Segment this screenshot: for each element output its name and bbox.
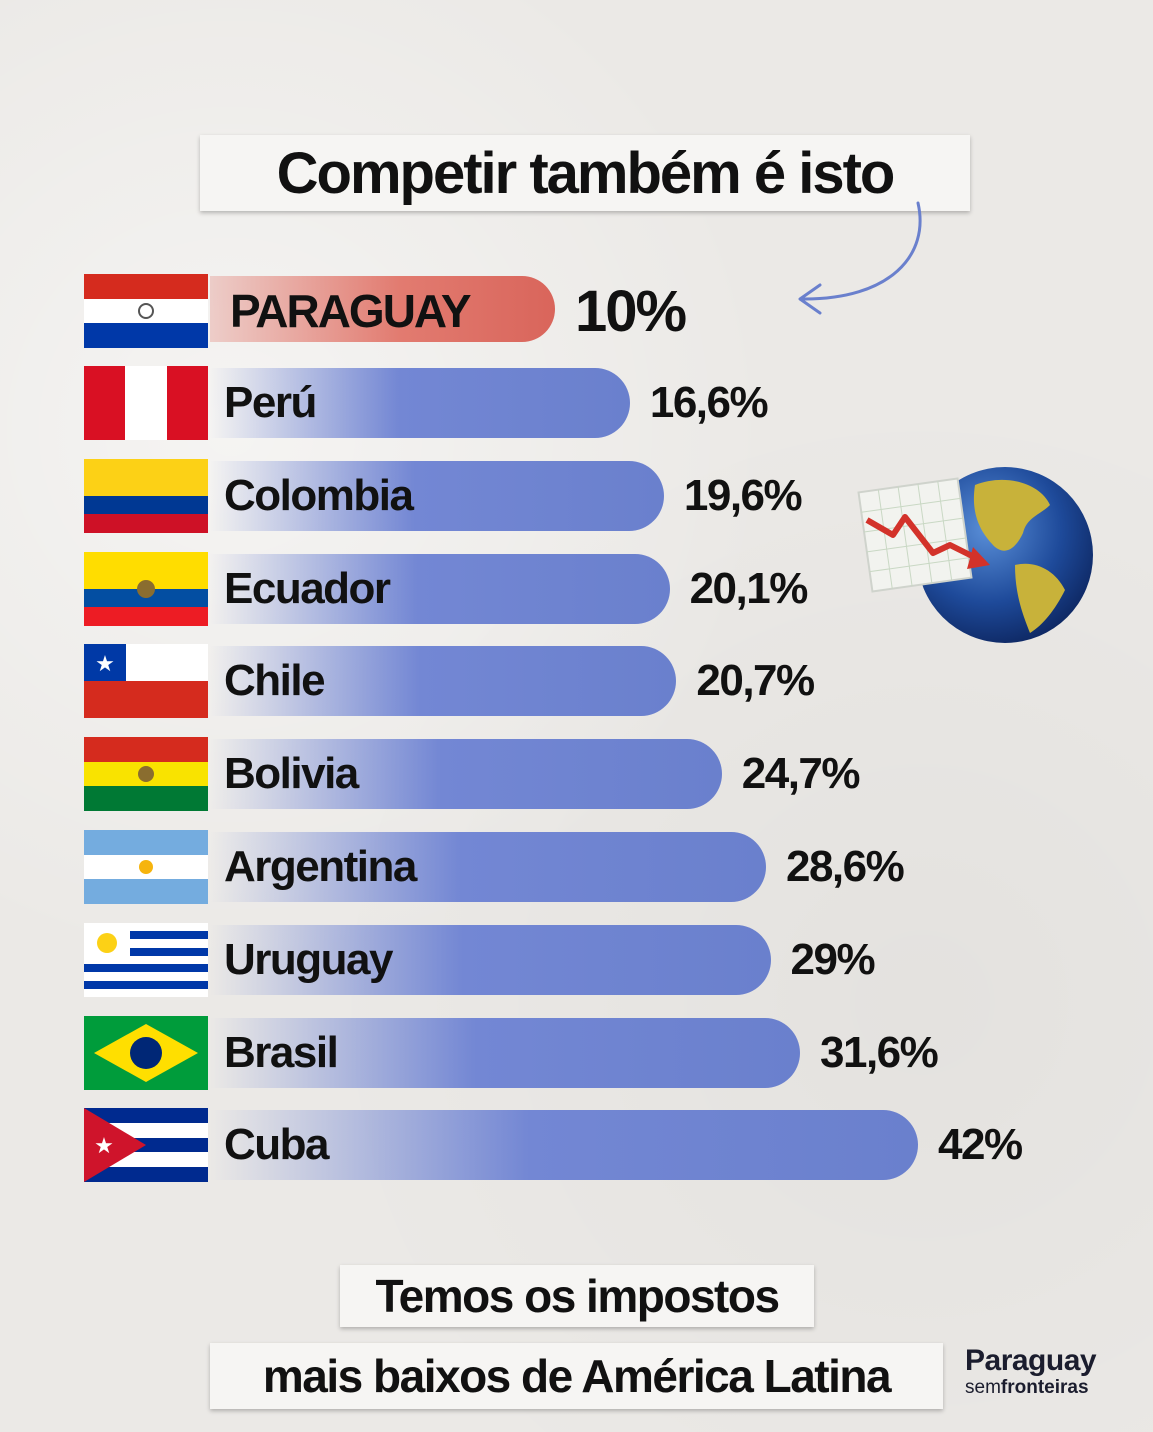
logo-bottom-text: semfronteiras [965, 1377, 1135, 1399]
bar-ecuador [210, 554, 670, 624]
brand-logo: Paraguay semfronteiras [965, 1345, 1135, 1405]
svg-text:★: ★ [95, 651, 115, 676]
bar-cuba [210, 1110, 918, 1180]
logo-bottom-light: sem [965, 1377, 1001, 1398]
value-label-ecuador: 20,1% [689, 564, 809, 613]
flag-argentina-icon [84, 830, 208, 904]
value-label-chile: 20,7% [696, 656, 815, 705]
bar-label-chile: Chile [224, 656, 326, 705]
bar-label-bolivia: Bolivia [224, 749, 359, 798]
bar-bolivia [210, 739, 722, 809]
flag-bolivia-icon [84, 737, 208, 811]
logo-top-text: Paraguay [965, 1344, 1097, 1377]
flag-paraguay-icon [84, 274, 208, 348]
globe-chart-icon [857, 467, 1093, 643]
bar-paraguay [210, 276, 555, 342]
logo-bottom-bold: fronteiras [1000, 1377, 1089, 1398]
bar-label-cuba: Cuba [224, 1120, 330, 1169]
bar-peru [210, 368, 630, 438]
flag-peru-icon [84, 366, 208, 440]
bar-label-ecuador: Ecuador [224, 564, 391, 613]
value-label-paraguay: 10% [575, 278, 687, 344]
arrow-icon [798, 201, 922, 315]
bar-label-brasil: Brasil [224, 1028, 339, 1077]
bar-chile [210, 646, 677, 716]
value-label-uruguay: 29% [790, 935, 876, 984]
value-label-cuba: 42% [938, 1120, 1023, 1169]
bar-argentina [210, 832, 766, 902]
value-label-peru: 16,6% [649, 378, 769, 427]
bar-label-paraguay: PARAGUAY [230, 285, 472, 337]
value-label-brasil: 31,6% [820, 1028, 939, 1077]
bar-brasil [210, 1018, 801, 1088]
chart-title: Competir também é isto [200, 135, 970, 211]
flag-brasil-icon [84, 1016, 208, 1090]
bar-label-argentina: Argentina [224, 842, 417, 891]
value-label-colombia: 19,6% [683, 471, 803, 520]
flag-uruguay-icon [84, 923, 208, 997]
flag-chile-icon: ★ [84, 644, 208, 718]
footer-line-1: Temos os impostos [340, 1265, 814, 1327]
footer-line-2: mais baixos de América Latina [210, 1343, 943, 1409]
flag-ecuador-icon [84, 552, 208, 626]
bar-colombia [210, 461, 664, 531]
flag-cuba-icon: ★ [84, 1108, 208, 1182]
value-label-bolivia: 24,7% [741, 749, 861, 798]
svg-text:★: ★ [94, 1133, 114, 1158]
flag-colombia-icon [84, 459, 208, 533]
bar-label-colombia: Colombia [224, 471, 414, 520]
bar-label-peru: Perú [224, 378, 317, 427]
bar-uruguay [210, 925, 771, 995]
bar-label-uruguay: Uruguay [224, 935, 393, 984]
value-label-argentina: 28,6% [785, 842, 905, 891]
